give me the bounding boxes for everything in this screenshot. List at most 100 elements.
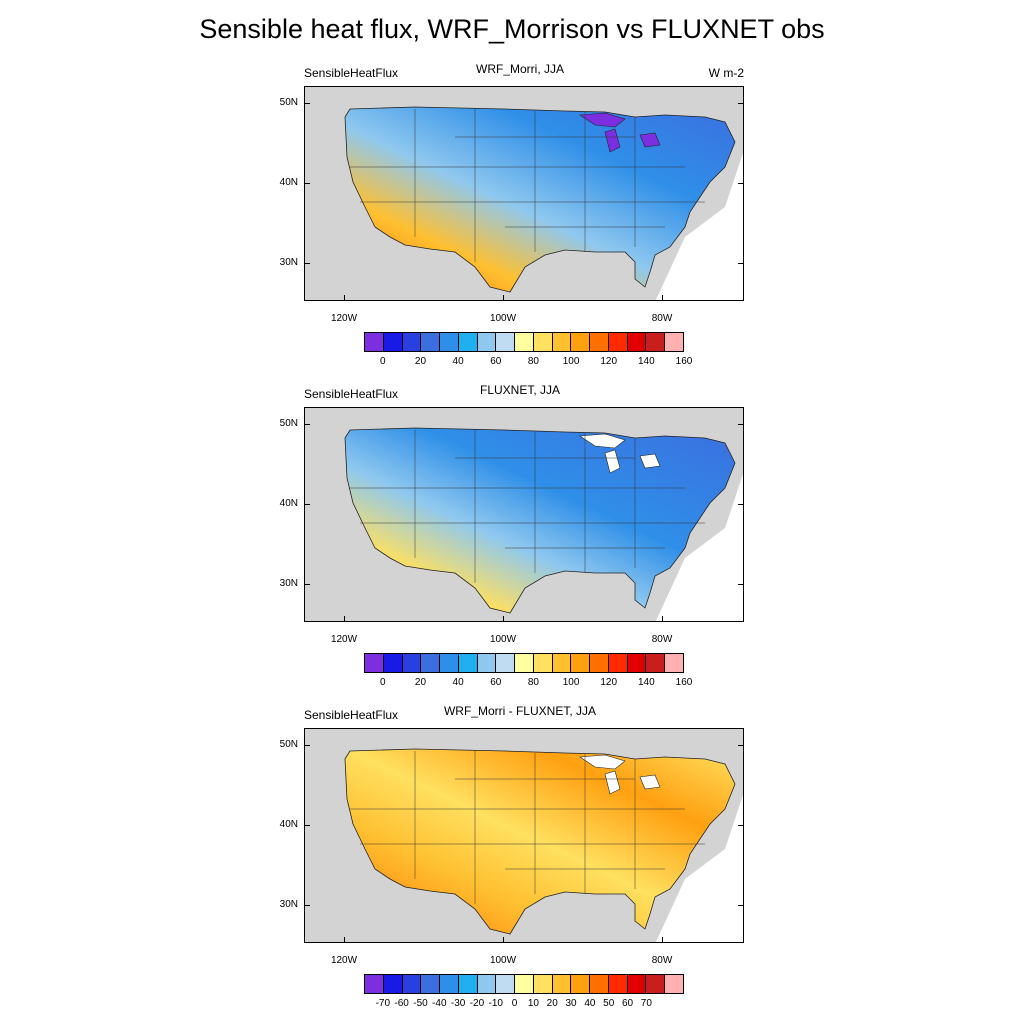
lat-tick: [304, 424, 310, 425]
colorbar-label: 30: [565, 998, 577, 1009]
colorbar-swatch: [571, 654, 591, 672]
state-borders: [350, 109, 705, 262]
colorbar-swatch: [590, 654, 609, 672]
colorbar-swatch: [440, 654, 459, 672]
colorbar-label: 20: [414, 677, 427, 688]
colorbar-swatch: [383, 654, 403, 672]
colorbar-label: 60: [490, 677, 502, 688]
colorbar-swatch: [590, 975, 609, 993]
colorbar-label: 120: [600, 356, 618, 367]
colorbar-swatch: [646, 975, 666, 993]
colorbar-swatch: [627, 975, 647, 993]
lon-tick: [503, 937, 504, 943]
colorbar-swatch: [627, 654, 647, 672]
colorbar-label: 40: [584, 998, 596, 1009]
map-plot: [304, 86, 744, 301]
lat-tick-right: [738, 584, 744, 585]
left-label: SensibleHeatFlux: [304, 387, 399, 401]
lat-label: 40N: [279, 498, 298, 509]
colorbar-label: 70: [640, 998, 652, 1009]
colorbar-swatch: [665, 333, 684, 351]
colorbar-swatch: [552, 654, 572, 672]
lat-tick: [304, 584, 310, 585]
center-label: WRF_Morri, JJA: [476, 62, 564, 76]
lon-label: 80W: [651, 313, 673, 324]
colorbar-swatch: [402, 975, 422, 993]
lon-tick: [662, 937, 663, 943]
left-label: SensibleHeatFlux: [304, 708, 399, 722]
colorbar: [364, 974, 684, 994]
colorbar-swatch: [477, 333, 497, 351]
colorbar-label: -50: [413, 998, 428, 1009]
colorbar-swatch: [533, 975, 553, 993]
colorbar-label: 140: [638, 677, 655, 688]
lat-tick: [304, 183, 310, 184]
colorbar-label: 40: [452, 356, 464, 367]
colorbar: [364, 653, 684, 673]
center-label: WRF_Morri - FLUXNET, JJA: [443, 704, 596, 718]
lat-tick-right: [738, 745, 744, 746]
flux-field: [344, 748, 736, 935]
lon-label: 100W: [489, 955, 517, 966]
figure-title: Sensible heat flux, WRF_Morrison vs FLUX…: [199, 14, 825, 44]
lon-label: 100W: [489, 634, 517, 645]
lon-label: 120W: [330, 955, 358, 966]
lat-label: 30N: [279, 257, 298, 268]
lat-tick: [304, 103, 310, 104]
colorbar-swatch: [571, 333, 591, 351]
lat-tick-right: [738, 424, 744, 425]
colorbar-label: 160: [675, 356, 693, 367]
colorbar-swatch: [608, 975, 628, 993]
lon-label: 80W: [651, 634, 673, 645]
lat-tick-right: [738, 504, 744, 505]
colorbar-swatch: [421, 333, 441, 351]
flux-field: [344, 106, 736, 293]
colorbar-swatch: [608, 333, 628, 351]
colorbar-label: -60: [394, 998, 409, 1009]
lon-tick: [344, 937, 345, 943]
colorbar-swatch: [515, 333, 534, 351]
colorbar-swatch: [533, 654, 553, 672]
state-borders: [350, 751, 705, 904]
colorbar-label: -40: [432, 998, 447, 1009]
colorbar-label: 0: [511, 998, 518, 1009]
colorbar-swatch: [571, 975, 591, 993]
colorbar-label: 60: [621, 998, 634, 1009]
lon-tick: [344, 616, 345, 622]
colorbar-swatch: [440, 333, 459, 351]
colorbar-label: 20: [414, 356, 427, 367]
lon-tick: [344, 295, 345, 301]
map-panel-1: SensibleHeatFlux WRF_Morri, JJA W m-2 50N 40…: [0, 62, 1024, 382]
colorbar-label: -20: [469, 998, 485, 1009]
lon-tick: [503, 616, 504, 622]
colorbar-label: -30: [450, 998, 466, 1009]
lat-tick: [304, 825, 310, 826]
colorbar-label: 10: [527, 998, 539, 1009]
colorbar-swatch: [552, 975, 572, 993]
colorbar-label: 0: [380, 356, 386, 367]
colorbar-swatch: [477, 654, 497, 672]
great-lakes: [579, 433, 661, 474]
lat-tick-right: [738, 103, 744, 104]
colorbar-swatch: [421, 975, 441, 993]
colorbar-swatch: [515, 654, 534, 672]
colorbar-swatch: [515, 975, 534, 993]
lat-tick-right: [738, 183, 744, 184]
lat-label: 50N: [279, 97, 298, 108]
colorbar-label: 50: [603, 998, 615, 1009]
colorbar-label: 140: [638, 356, 655, 367]
lon-tick: [662, 295, 663, 301]
lat-tick: [304, 263, 310, 264]
colorbar-label: 80: [527, 356, 539, 367]
colorbar-label: 0: [380, 677, 386, 688]
map-field: [305, 87, 743, 300]
lat-label: 40N: [279, 819, 298, 830]
colorbar-swatch: [402, 654, 422, 672]
colorbar-swatch: [440, 975, 459, 993]
map-plot: [304, 728, 744, 943]
colorbar-swatch: [421, 654, 441, 672]
map-field: [305, 729, 743, 942]
colorbar-swatch: [496, 975, 516, 993]
colorbar-swatch: [590, 333, 609, 351]
colorbar-swatch: [365, 975, 384, 993]
